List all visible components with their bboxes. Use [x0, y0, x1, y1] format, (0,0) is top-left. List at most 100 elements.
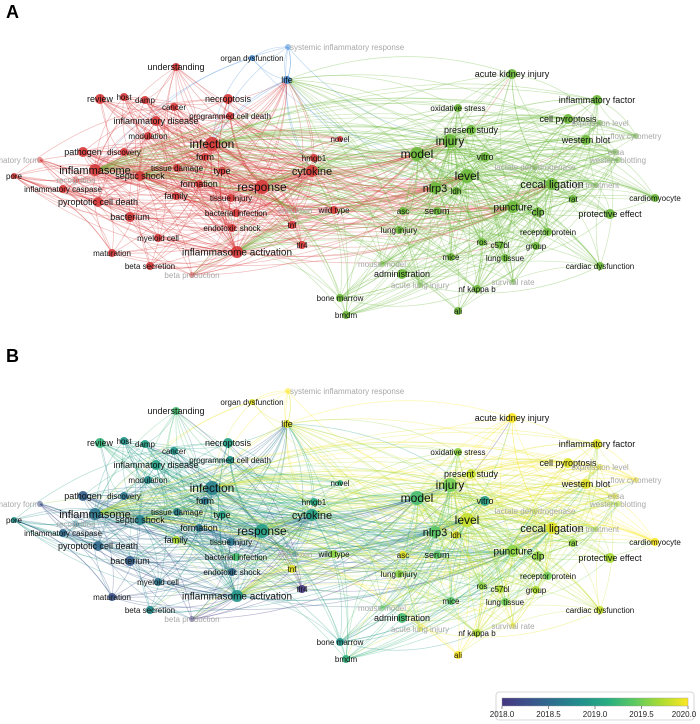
panel-a-node-discovery[interactable] [120, 148, 128, 156]
panel-a-node-novel[interactable] [337, 136, 343, 142]
panel-b-node-pathogen[interactable] [78, 491, 88, 501]
panel-a-node-flow-cytometry[interactable] [633, 133, 639, 139]
panel-a-node-septic-shock[interactable] [135, 171, 145, 181]
panel-b-node-asc[interactable] [399, 551, 407, 559]
panel-a-node-understanding[interactable] [172, 63, 180, 71]
panel-b-node-endotoxin[interactable] [292, 551, 298, 557]
panel-a-node-life[interactable] [283, 76, 291, 84]
panel-b-node-beta-production[interactable] [189, 616, 195, 622]
panel-b-node-systemic-inflammatory-response[interactable] [285, 388, 291, 394]
panel-b-node-flow-cytometry[interactable] [633, 477, 639, 483]
panel-b-node-inflammatory-disease[interactable] [151, 460, 161, 470]
panel-a-node-lps-treatment[interactable] [593, 182, 599, 188]
panel-b-node-inflammasome[interactable] [89, 508, 101, 520]
panel-b-node-necroptosis[interactable] [223, 438, 233, 448]
panel-a-node-expression-level[interactable] [597, 120, 603, 126]
panel-b-node-cancer[interactable] [170, 447, 178, 455]
panel-a-node-type[interactable] [218, 167, 226, 175]
panel-a-node-cancer[interactable] [170, 103, 178, 111]
panel-a-node-systemic-inflammatory-response[interactable] [285, 44, 291, 50]
panel-a-node-administration[interactable] [397, 269, 407, 279]
panel-a-node-beta-production[interactable] [189, 272, 195, 278]
panel-b-node-septic-shock[interactable] [135, 515, 145, 525]
panel-a-node-western-blot[interactable] [581, 135, 591, 145]
panel-a-node-infection[interactable] [205, 137, 219, 151]
panel-a-node-host[interactable] [120, 93, 128, 101]
panel-b-node-host[interactable] [120, 437, 128, 445]
panel-a-node-c57bl[interactable] [496, 241, 504, 249]
panel-a-node-ldh[interactable] [452, 187, 460, 195]
panel-a-node-present-study[interactable] [466, 125, 476, 135]
panel-b-node-cardiomyocyte[interactable] [651, 538, 659, 546]
panel-a-node-mice[interactable] [447, 253, 455, 261]
panel-b-node-ali[interactable] [454, 651, 462, 659]
panel-a-node-puncture[interactable] [507, 201, 519, 213]
panel-b-node-mouse-model[interactable] [379, 605, 385, 611]
panel-b-node-bacterial-infection[interactable] [232, 553, 240, 561]
panel-b-node-elisa[interactable] [613, 493, 619, 499]
panel-b-node-novel[interactable] [337, 480, 343, 486]
panel-b-node-protective-effect[interactable] [605, 553, 615, 563]
panel-a-node-survival-rate[interactable] [510, 279, 516, 285]
panel-a-node-inflammasome-activation[interactable] [231, 246, 243, 258]
panel-a-node-receptor-protein[interactable] [544, 228, 552, 236]
panel-b-node-oxidative-stress[interactable] [454, 448, 462, 456]
panel-a-node-myeloid-cell[interactable] [154, 234, 162, 242]
panel-a-node-protective-effect[interactable] [605, 209, 615, 219]
panel-a-node-rat[interactable] [569, 195, 577, 203]
panel-b-node-c57bl[interactable] [496, 585, 504, 593]
panel-b-node-programmed-cell-death[interactable] [226, 456, 234, 464]
panel-a-node-recognition[interactable] [73, 177, 79, 183]
panel-a-node-nf-kappa-b[interactable] [473, 285, 481, 293]
panel-b-node-western-blot[interactable] [581, 479, 591, 489]
panel-b-node-expression-level[interactable] [597, 464, 603, 470]
panel-a-node-bmdm[interactable] [342, 311, 350, 319]
panel-b-node-understanding[interactable] [172, 407, 180, 415]
panel-b-node-group[interactable] [532, 586, 540, 594]
panel-b-node-bmdm[interactable] [342, 655, 350, 663]
panel-b-node-rat[interactable] [569, 539, 577, 547]
panel-a-node-pyroptotic-cell-death[interactable] [93, 197, 103, 207]
panel-b-node-endotoxic-shock[interactable] [228, 568, 236, 576]
panel-b-node-pyroptotic-cell-death[interactable] [93, 541, 103, 551]
panel-a-node-review[interactable] [95, 94, 105, 104]
panel-a-node-programmed-cell-death[interactable] [226, 112, 234, 120]
panel-a-node-endotoxic-shock[interactable] [228, 224, 236, 232]
panel-b-node-beta-secretion[interactable] [146, 606, 154, 614]
panel-a-node-serum[interactable] [433, 207, 441, 215]
panel-a-node-inflammasome[interactable] [89, 164, 101, 176]
panel-b-node-receptor-protein[interactable] [544, 572, 552, 580]
panel-b-node-nlrp3[interactable] [429, 526, 441, 538]
panel-a-node-organ-dysfunction[interactable] [249, 55, 255, 61]
panel-a-node-ros[interactable] [478, 238, 486, 246]
panel-b-node-western-blotting[interactable] [615, 501, 621, 507]
panel-b-node-damp[interactable] [141, 440, 149, 448]
panel-b-node-lactate-dehydrogenase[interactable] [532, 508, 538, 514]
panel-a-node-pore[interactable] [11, 173, 17, 179]
panel-b-node-acute-kidney-injury[interactable] [507, 413, 517, 423]
panel-a-node-inflammatory-factor[interactable] [592, 95, 602, 105]
panel-a-node-lung-tissue[interactable] [501, 254, 509, 262]
panel-b-node-lung-injury[interactable] [395, 570, 403, 578]
panel-b-node-recognition[interactable] [73, 521, 79, 527]
panel-b-node-inflammatory-caspase[interactable] [59, 529, 67, 537]
panel-b-node-cardiac-dysfunction[interactable] [596, 606, 604, 614]
panel-b-node-maturation[interactable] [108, 593, 116, 601]
panel-a-node-inflammatory-form[interactable] [37, 157, 43, 163]
panel-b-node-acute-lung-injury[interactable] [417, 626, 423, 632]
panel-b-node-clp[interactable] [533, 551, 543, 561]
panel-b-node-model[interactable] [410, 491, 424, 505]
panel-b-node-life[interactable] [283, 420, 291, 428]
panel-a-node-nlrp3[interactable] [429, 182, 441, 194]
panel-a-node-tissue-damage[interactable] [173, 164, 181, 172]
panel-b-node-bacterium[interactable] [125, 556, 135, 566]
panel-a-node-tissue-injury[interactable] [227, 194, 235, 202]
panel-b-node-cecal-ligation[interactable] [546, 522, 558, 534]
panel-b-node-puncture[interactable] [507, 545, 519, 557]
panel-b-node-type[interactable] [218, 511, 226, 519]
panel-b-node-lps-treatment[interactable] [593, 526, 599, 532]
panel-a-node-damp[interactable] [141, 96, 149, 104]
panel-b-node-ldh[interactable] [452, 531, 460, 539]
panel-a-node-tlr4[interactable] [298, 241, 306, 249]
panel-a-node-acute-kidney-injury[interactable] [507, 69, 517, 79]
